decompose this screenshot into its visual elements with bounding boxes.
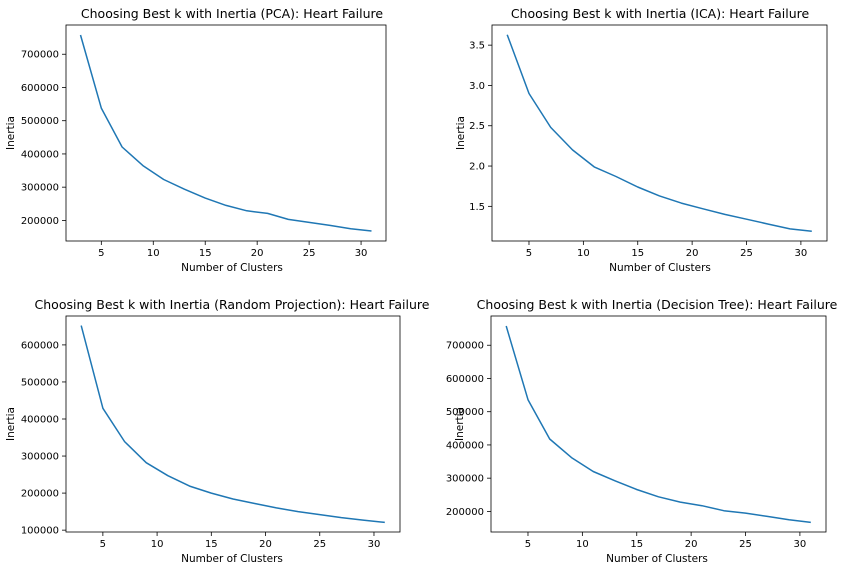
y-tick-label: 100000 — [21, 526, 59, 537]
y-tick-label: 3.5 — [469, 41, 485, 52]
y-tick-label: 600000 — [21, 83, 59, 94]
y-tick-label: 500000 — [21, 116, 59, 127]
x-tick-label: 15 — [630, 539, 643, 550]
y-tick-label: 400000 — [21, 149, 59, 160]
chart-title: Choosing Best k with Inertia (ICA): Hear… — [511, 6, 810, 21]
inertia-series-line — [79, 34, 372, 232]
x-tick-label: 15 — [205, 539, 218, 550]
x-tick-label: 30 — [368, 539, 381, 550]
y-tick-label: 200000 — [21, 216, 59, 227]
x-tick-label: 20 — [251, 248, 264, 259]
x-tick-label: 10 — [151, 539, 164, 550]
chart-title: Choosing Best k with Inertia (Decision T… — [477, 297, 838, 312]
y-tick-label: 600000 — [21, 340, 59, 351]
y-axis-label: Inertia — [455, 116, 467, 150]
y-tick-label: 2.0 — [469, 162, 485, 173]
chart-title: Choosing Best k with Inertia (PCA): Hear… — [81, 6, 384, 21]
inertia-series-line — [505, 325, 811, 524]
y-tick-label: 700000 — [446, 341, 484, 352]
y-tick-label: 600000 — [446, 374, 484, 385]
x-tick-label: 5 — [526, 248, 532, 259]
chart-panel-4: Choosing Best k with Inertia (Decision T… — [446, 297, 838, 565]
y-axis-label: Inertia — [5, 116, 17, 150]
inertia-series-line — [506, 34, 812, 233]
x-axis-label: Number of Clusters — [181, 262, 283, 274]
chart-title: Choosing Best k with Inertia (Random Pro… — [35, 297, 430, 312]
plot-frame — [65, 24, 387, 242]
y-tick-label: 1.5 — [469, 202, 485, 213]
y-axis-label: Inertia — [454, 407, 466, 441]
x-tick-label: 25 — [313, 539, 326, 550]
x-tick-label: 20 — [686, 248, 699, 259]
chart-panel-2: Choosing Best k with Inertia (ICA): Hear… — [455, 6, 828, 274]
chart-panel-3: Choosing Best k with Inertia (Random Pro… — [5, 297, 430, 565]
x-tick-label: 15 — [199, 248, 212, 259]
x-tick-label: 25 — [740, 248, 753, 259]
x-tick-label: 20 — [259, 539, 272, 550]
plot-frame — [490, 315, 827, 533]
y-tick-label: 300000 — [21, 452, 59, 463]
x-tick-label: 5 — [100, 539, 106, 550]
y-axis-label: Inertia — [5, 407, 17, 441]
x-tick-label: 5 — [98, 248, 104, 259]
x-tick-label: 15 — [631, 248, 644, 259]
y-tick-label: 200000 — [446, 507, 484, 518]
x-tick-label: 30 — [794, 539, 807, 550]
x-axis-label: Number of Clusters — [609, 262, 711, 274]
y-tick-label: 500000 — [446, 407, 484, 418]
y-tick-label: 500000 — [21, 377, 59, 388]
x-tick-label: 30 — [795, 248, 808, 259]
chart-panel-1: Choosing Best k with Inertia (PCA): Hear… — [5, 6, 387, 274]
x-tick-label: 10 — [577, 248, 590, 259]
y-tick-label: 700000 — [21, 50, 59, 61]
plot-frame — [491, 24, 828, 242]
x-tick-label: 5 — [525, 539, 531, 550]
x-tick-label: 30 — [355, 248, 368, 259]
y-tick-label: 2.5 — [469, 121, 485, 132]
y-tick-label: 200000 — [21, 489, 59, 500]
x-tick-label: 10 — [576, 539, 589, 550]
x-tick-label: 25 — [739, 539, 752, 550]
x-axis-label: Number of Clusters — [606, 553, 708, 565]
plot-frame — [65, 315, 401, 533]
y-tick-label: 300000 — [446, 474, 484, 485]
inertia-series-line — [80, 325, 385, 524]
y-tick-label: 400000 — [446, 440, 484, 451]
y-tick-label: 3.0 — [469, 81, 485, 92]
x-tick-label: 20 — [685, 539, 698, 550]
x-tick-label: 10 — [147, 248, 160, 259]
y-tick-label: 300000 — [21, 183, 59, 194]
x-tick-label: 25 — [303, 248, 316, 259]
x-axis-label: Number of Clusters — [181, 553, 283, 565]
y-tick-label: 400000 — [21, 414, 59, 425]
